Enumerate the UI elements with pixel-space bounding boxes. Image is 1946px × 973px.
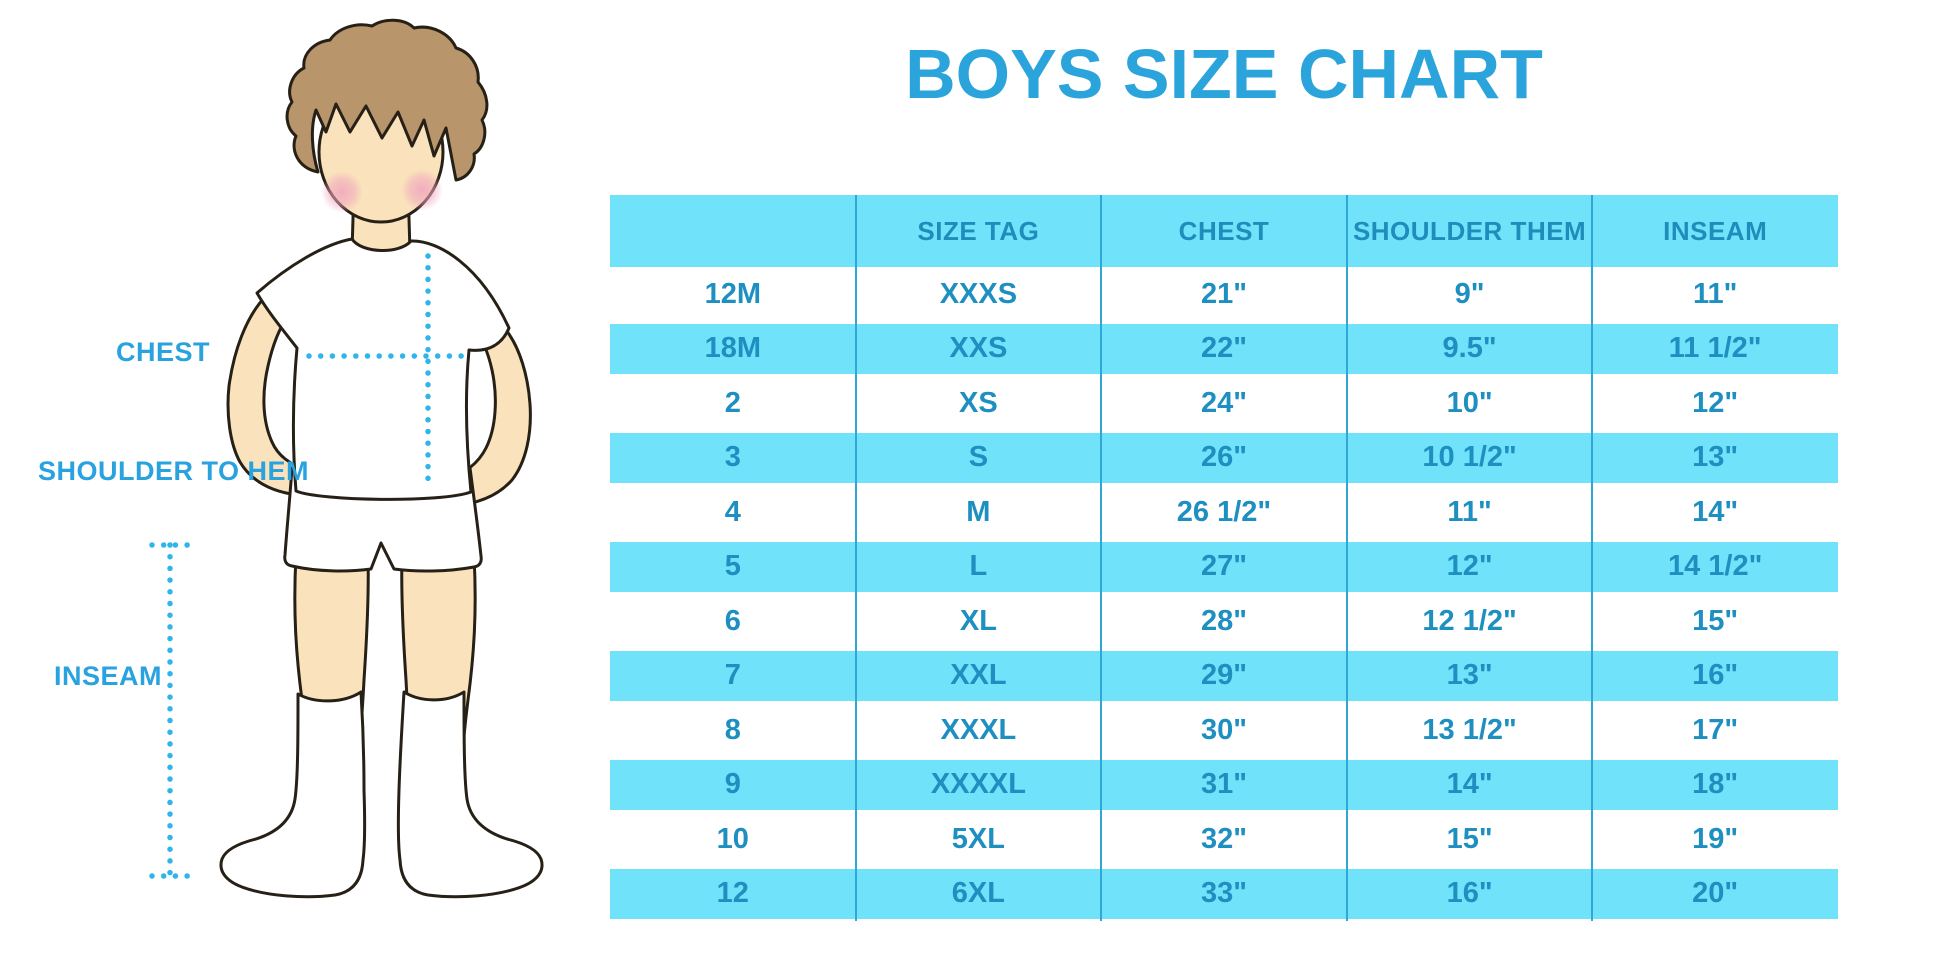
table-cell: 11" [1447,495,1492,528]
table-cell: 32" [1200,822,1247,855]
table-cell: 9.5" [1442,332,1497,365]
table-cell: 16" [1446,877,1493,910]
table-cell: XS [959,386,998,419]
column-divider [1345,195,1348,921]
table-cell: 11" [1692,277,1738,310]
right-cheek [401,169,443,211]
table-row: 8 XXXL 30" 13 1/2" 17" [610,703,1838,758]
table-header-row: SIZE TAG CHEST SHOULDER THEM INSEAM [610,195,1838,267]
table-cell: 24" [1200,386,1247,419]
table-cell: 14" [1692,495,1739,528]
table-cell: 26 1/2" [1176,495,1272,528]
table-header-cell [610,195,856,267]
table-cell: 9 [724,768,741,801]
table-row: 12M XXXS 21" 9" 11" [610,267,1838,322]
right-sock [396,690,544,899]
table-header-cell: SHOULDER THEM [1352,215,1587,246]
table-row: 3 S 26" 10 1/2" 13" [610,430,1838,485]
table-cell: 13 1/2" [1422,713,1517,746]
table-cell: 10" [1446,386,1493,419]
table-cell: 13" [1692,441,1739,474]
table-header-cell: CHEST [1178,215,1270,246]
table-cell: 8 [724,713,741,746]
table-cell: 15" [1692,604,1739,637]
table-cell: S [968,441,989,474]
shoulder-to-hem-label: SHOULDER TO HEM [38,456,310,486]
table-row: 4 M 26 1/2" 11" 14" [610,485,1838,540]
size-table: SIZE TAG CHEST SHOULDER THEM INSEAM 12M XXXS… [610,195,1838,921]
column-divider [1591,195,1594,921]
table-cell: XXXS [939,277,1018,310]
table-cell: 2 [724,386,741,419]
page-title: BOYS SIZE CHART [905,35,1543,113]
table-row: 7 XXL 29" 13" 16" [610,648,1838,703]
table-cell: 12" [1446,550,1493,583]
table-cell: 27" [1200,550,1247,583]
table-row: 18M XXS 22" 9.5" 11 1/2" [610,321,1838,376]
boy-illustration [149,18,544,899]
tshirt [255,237,511,501]
table-cell: 10 [716,822,749,855]
table-cell: 5 [724,550,741,583]
table-cell: 13" [1446,659,1493,692]
table-cell: 26" [1200,441,1247,474]
table-row: 10 5XL 32" 15" 19" [610,812,1838,867]
table-cell: 18M [704,332,761,365]
table-cell: 12M [704,277,761,310]
table-cell: 22" [1200,332,1247,365]
table-row: 5 L 27" 12" 14 1/2" [610,539,1838,594]
table-cell: 18" [1692,768,1739,801]
table-cell: 11 1/2" [1668,332,1762,365]
table-cell: 33" [1200,877,1247,910]
table-cell: XL [959,604,997,637]
table-header-cell: SIZE TAG [917,215,1040,246]
table-cell: XXXXL [930,768,1026,801]
table-cell: 10 1/2" [1422,441,1517,474]
left-cheek [321,171,363,213]
table-cell: 12 [716,877,749,910]
table-cell: 16" [1692,659,1739,692]
table-row: 12 6XL 33" 16" 20" [610,866,1838,921]
chest-label: CHEST [116,337,211,367]
table-cell: 12" [1692,386,1739,419]
table-cell: 6XL [951,877,1005,910]
table-cell: 17" [1692,713,1739,746]
table-cell: XXXL [940,713,1017,746]
table-cell: 3 [724,441,741,474]
table-row: 9 XXXXL 31" 14" 18" [610,757,1838,812]
left-sock [219,690,367,899]
column-divider [1100,195,1103,921]
table-row: 6 XL 28" 12 1/2" 15" [610,594,1838,649]
table-cell: 6 [724,604,741,637]
table-cell: 7 [724,659,741,692]
table-cell: 28" [1200,604,1247,637]
table-cell: 30" [1200,713,1247,746]
hair [285,18,489,182]
table-cell: XXS [949,332,1008,365]
column-divider [854,195,857,921]
inseam-label: INSEAM [54,661,163,691]
table-cell: 21" [1200,277,1247,310]
table-row: 2 XS 24" 10" 12" [610,376,1838,431]
table-cell: 15" [1446,822,1493,855]
boy-measurement-figure: CHEST SHOULDER TO HEM INSEAM [0,0,610,973]
table-cell: 12 1/2" [1422,604,1517,637]
table-cell: L [969,550,988,583]
table-cell: 20" [1692,877,1739,910]
table-header-cell: INSEAM [1663,215,1768,246]
table-cell: 31" [1200,768,1247,801]
table-cell: 14 1/2" [1667,550,1763,583]
table-cell: 14" [1446,768,1493,801]
size-table-body: 12M XXXS 21" 9" 11" 18M XXS 22" 9.5" 11 1/2" 2 XS 24… [610,267,1838,921]
table-cell: 29" [1200,659,1247,692]
table-cell: 5XL [951,822,1005,855]
table-cell: 19" [1692,822,1739,855]
table-cell: 9" [1454,277,1485,310]
table-cell: 4 [724,495,741,528]
table-cell: M [966,495,991,528]
table-cell: XXL [950,659,1007,692]
